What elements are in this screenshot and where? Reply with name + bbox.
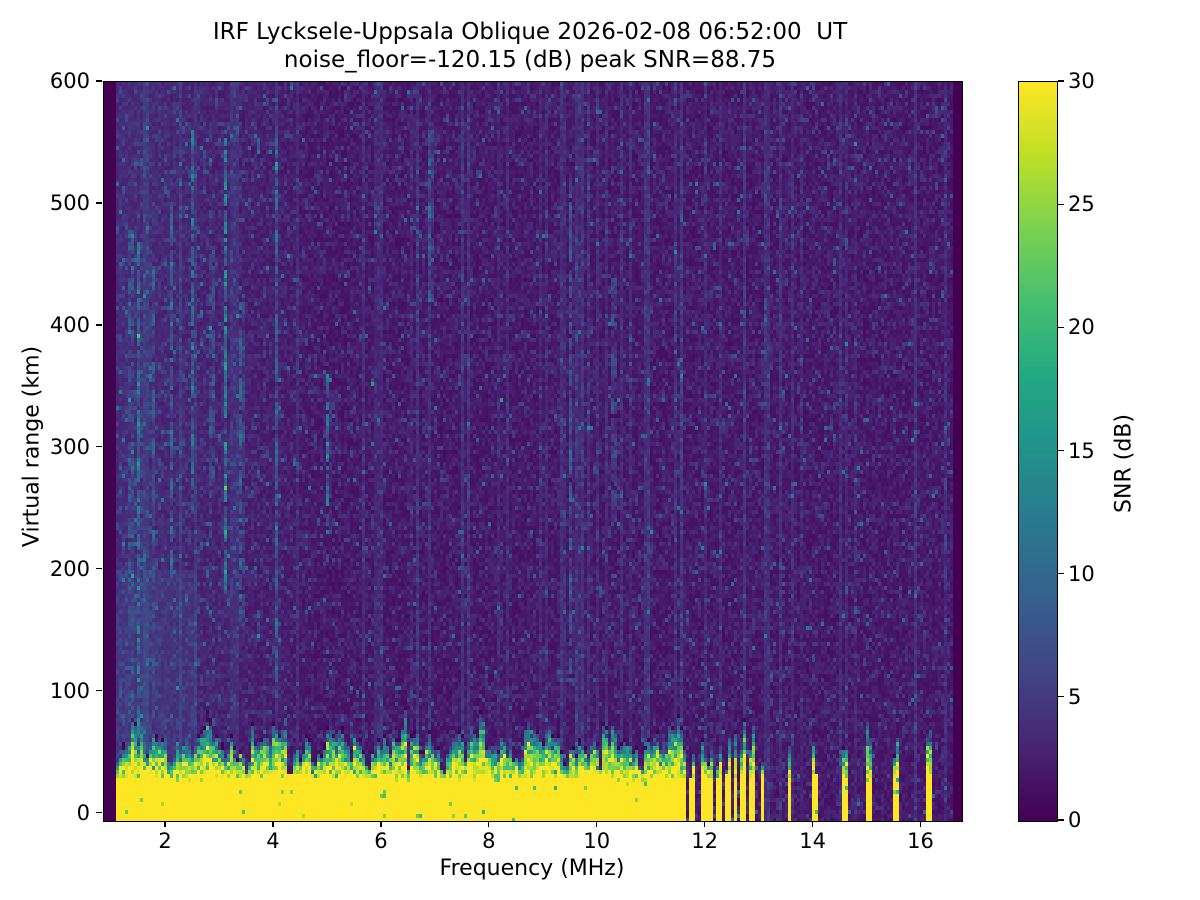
x-tick-label: 8 <box>482 829 496 853</box>
y-axis-title: Virtual range (km) <box>19 345 45 548</box>
y-tick-mark <box>96 690 102 692</box>
colorbar-tick-label: 25 <box>1068 192 1095 217</box>
colorbar-title: SNR (dB) <box>1111 414 1137 513</box>
title-line-2: noise_floor=-120.15 (dB) peak SNR=88.75 <box>283 47 777 74</box>
x-tick-mark <box>164 821 166 827</box>
y-tick-label: 200 <box>49 556 90 581</box>
x-tick-mark <box>272 821 274 827</box>
y-tick-label-group: 0 100 200 300 400 500 600 <box>0 0 90 900</box>
y-tick-mark <box>96 80 102 82</box>
x-tick-mark <box>704 821 706 827</box>
x-tick-mark <box>380 821 382 827</box>
colorbar-gradient <box>1019 82 1057 821</box>
x-tick-label: 4 <box>266 829 280 853</box>
figure-title: IRF Lycksele-Uppsala Oblique 2026-02-08 … <box>0 18 1060 74</box>
x-tick-mark <box>488 821 490 827</box>
colorbar-tick-label: 0 <box>1068 808 1082 832</box>
y-tick-label: 600 <box>49 69 90 93</box>
x-tick-label: 16 <box>907 829 934 853</box>
y-tick-mark <box>96 202 102 204</box>
x-tick-label: 10 <box>583 829 611 853</box>
colorbar-tick-mark <box>1058 573 1064 575</box>
x-tick-mark <box>596 821 598 827</box>
colorbar-tick-mark <box>1058 449 1064 452</box>
colorbar-tick-label: 20 <box>1068 315 1095 340</box>
colorbar <box>1018 81 1058 822</box>
x-tick-mark <box>919 821 922 827</box>
ionogram-heatmap <box>104 82 962 821</box>
y-tick-mark <box>96 446 102 448</box>
y-tick-mark <box>96 568 102 570</box>
y-tick-label: 0 <box>76 800 90 825</box>
colorbar-tick-mark <box>1058 326 1064 328</box>
y-tick-label: 500 <box>49 190 90 215</box>
x-tick-label: 6 <box>374 829 388 853</box>
plot-axes <box>103 81 963 822</box>
x-axis-title: Frequency (MHz) <box>439 856 625 881</box>
title-line-1: IRF Lycksele-Uppsala Oblique 2026-02-08 … <box>212 19 848 45</box>
x-tick-label: 2 <box>158 829 172 853</box>
y-tick-label: 100 <box>49 678 90 703</box>
colorbar-tick-label: 10 <box>1068 561 1095 586</box>
colorbar-tick-mark <box>1058 80 1064 82</box>
colorbar-tick-mark <box>1058 819 1064 821</box>
colorbar-tick-mark <box>1058 203 1064 205</box>
colorbar-tick-label: 15 <box>1068 438 1095 463</box>
y-tick-label: 400 <box>49 312 90 337</box>
x-tick-label: 12 <box>691 829 719 853</box>
x-tick-mark <box>811 821 814 827</box>
y-tick-mark <box>96 812 102 814</box>
y-tick-mark <box>96 324 102 326</box>
x-tick-label: 14 <box>799 829 826 853</box>
y-tick-label: 300 <box>49 434 90 459</box>
colorbar-tick-label: 30 <box>1068 69 1095 93</box>
colorbar-tick-mark <box>1058 696 1064 698</box>
colorbar-tick-label: 5 <box>1068 684 1082 709</box>
